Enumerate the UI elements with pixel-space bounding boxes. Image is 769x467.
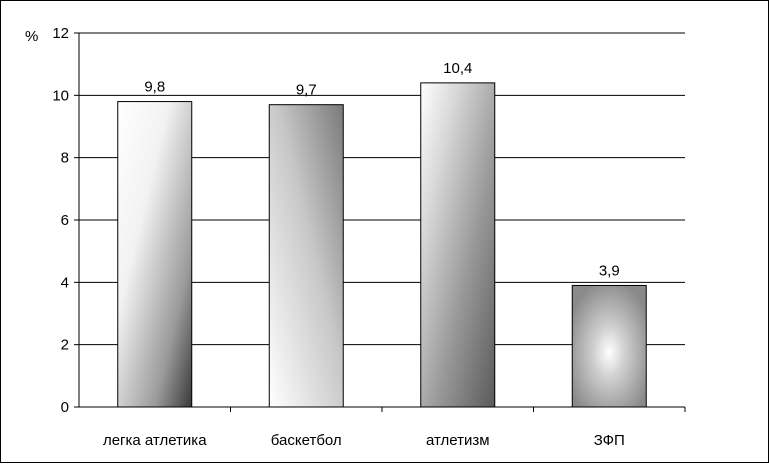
data-label: 3,9 xyxy=(599,262,620,279)
x-category-label: ЗФП xyxy=(594,432,625,449)
y-tick-label: 6 xyxy=(61,212,69,229)
x-category-labels: легка атлетика баскетбол атлетизм ЗФП xyxy=(103,432,625,449)
y-tick-label: 0 xyxy=(61,399,69,416)
bars xyxy=(117,82,647,408)
y-tick-label: 12 xyxy=(52,25,69,42)
x-category-label: атлетизм xyxy=(426,432,490,449)
y-tick-label: 10 xyxy=(52,87,69,104)
data-label: 10,4 xyxy=(443,60,472,77)
x-category-label: баскетбол xyxy=(271,432,342,449)
bar-2 xyxy=(420,82,496,408)
x-category-label: легка атлетика xyxy=(103,432,207,449)
y-tick-labels: 0 2 4 6 8 10 12 xyxy=(52,25,686,416)
bar-3 xyxy=(571,284,647,408)
data-labels: 9,8 9,7 10,4 3,9 xyxy=(144,60,619,280)
data-label: 9,7 xyxy=(296,82,317,99)
bar-0 xyxy=(117,101,193,408)
y-tick-label: 4 xyxy=(61,274,69,291)
y-unit-label: % xyxy=(25,28,38,45)
data-label: 9,8 xyxy=(144,79,165,96)
y-tick-label: 8 xyxy=(61,150,69,167)
bar-1 xyxy=(268,104,344,408)
y-tick-label: 2 xyxy=(61,337,69,354)
